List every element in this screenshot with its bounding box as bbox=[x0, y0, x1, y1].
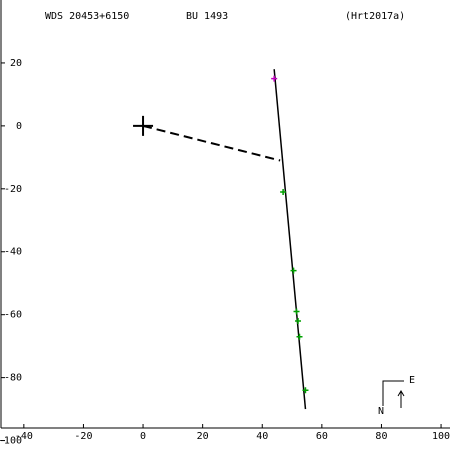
x-tick-label: -20 bbox=[74, 431, 92, 442]
point bbox=[271, 75, 278, 82]
x-tick-label: 100 bbox=[432, 431, 450, 442]
orbit-line bbox=[273, 69, 307, 410]
x-tick-label: 60 bbox=[316, 431, 328, 442]
y-tick-label: 0 bbox=[16, 121, 22, 132]
y-tick-label: -40 bbox=[4, 247, 22, 258]
primary-star bbox=[133, 115, 154, 136]
x-tick-label: -40 bbox=[15, 431, 33, 442]
point bbox=[293, 308, 300, 315]
x-tick-label: 40 bbox=[256, 431, 268, 442]
compass: N E bbox=[378, 375, 415, 417]
y-tick-label: -60 bbox=[4, 310, 22, 321]
y-tick-label: -100 bbox=[0, 436, 22, 447]
point bbox=[280, 188, 287, 195]
y-tick-label: 20 bbox=[10, 58, 22, 69]
title: WDS 20453+6150 bbox=[45, 11, 129, 22]
point bbox=[290, 267, 297, 274]
x-tick-label: 20 bbox=[197, 431, 209, 442]
title: BU 1493 bbox=[186, 11, 228, 22]
point bbox=[302, 387, 309, 394]
point bbox=[295, 317, 302, 324]
y-tick-label: -80 bbox=[4, 373, 22, 384]
title: (Hrt2017a) bbox=[345, 11, 405, 22]
x-tick-label: 0 bbox=[140, 431, 146, 442]
y-tick-label: -20 bbox=[4, 184, 22, 195]
point bbox=[296, 333, 303, 340]
x-tick-label: 80 bbox=[375, 431, 387, 442]
compass-label: N bbox=[378, 406, 384, 417]
dashed-line bbox=[142, 124, 281, 162]
compass-label: E bbox=[409, 375, 415, 386]
